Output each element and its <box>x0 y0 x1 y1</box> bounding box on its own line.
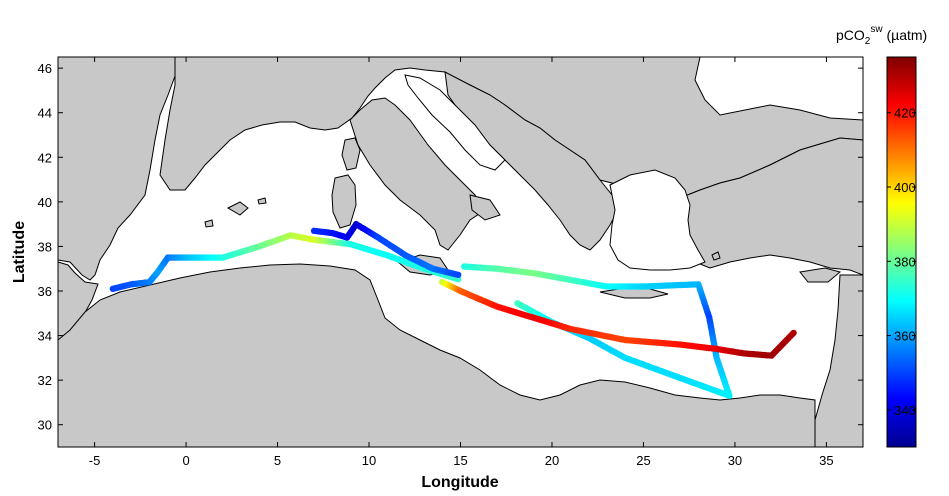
cruise-tracks <box>109 220 797 399</box>
track-1-point <box>455 276 462 283</box>
colorbar-tick-label: 360 <box>894 329 916 344</box>
y-tick-label: 44 <box>38 106 52 121</box>
y-axis-title: Latitude <box>11 221 28 283</box>
colorbar-title-unit: (µatm) <box>883 27 928 43</box>
x-tick-label: 15 <box>453 453 467 468</box>
colorbar-title-sub: 2 <box>865 36 871 47</box>
x-tick-label: 20 <box>545 453 559 468</box>
x-tick-label: 0 <box>182 453 189 468</box>
land-italy <box>349 97 486 251</box>
x-tick-label: 35 <box>819 453 833 468</box>
land-north-africa <box>58 263 816 447</box>
x-tick-label: 5 <box>274 453 281 468</box>
colorbar: 340 360 380 400 420 pCO2sw (µatm) <box>836 24 927 448</box>
x-tick-label: 25 <box>636 453 650 468</box>
x-axis: -5 0 5 10 15 20 25 30 35 <box>89 57 834 468</box>
sea-black-sea <box>694 57 863 121</box>
colorbar-title-main: pCO <box>836 27 865 43</box>
x-tick-label: 30 <box>728 453 742 468</box>
x-tick-label: 10 <box>362 453 376 468</box>
sea-aegean <box>609 169 706 271</box>
land-menorca <box>257 197 267 205</box>
sea-adriatic <box>404 74 506 171</box>
y-axis: 30 32 34 36 38 40 42 44 46 <box>38 61 863 433</box>
colorbar-title: pCO2sw (µatm) <box>836 24 927 47</box>
track-4-point <box>790 329 797 337</box>
y-tick-label: 30 <box>38 418 52 433</box>
land-ibiza <box>204 219 214 228</box>
colorbar-ticks: 340 360 380 400 420 <box>887 106 916 418</box>
land-levant <box>814 274 863 447</box>
colorbar-tick-label: 380 <box>894 254 916 269</box>
y-tick-label: 38 <box>38 239 52 254</box>
y-tick-label: 42 <box>38 150 52 165</box>
colorbar-tick-label: 420 <box>894 106 916 121</box>
land-cyprus <box>799 267 842 283</box>
y-tick-label: 32 <box>38 373 52 388</box>
x-axis-title: Longitude <box>421 474 498 491</box>
track-3-point <box>514 300 521 307</box>
land-corsica <box>341 137 361 171</box>
colorbar-gradient <box>886 56 917 448</box>
land-mallorca <box>226 201 249 216</box>
land-rhodes <box>711 251 721 261</box>
land-iberia <box>58 57 179 281</box>
y-tick-label: 34 <box>38 329 52 344</box>
track-2-point <box>455 271 462 278</box>
y-tick-label: 36 <box>38 284 52 299</box>
colorbar-title-sup: sw <box>870 24 883 35</box>
y-tick-label: 40 <box>38 195 52 210</box>
colorbar-tick-label: 400 <box>894 180 916 195</box>
colorbar-tick-label: 340 <box>894 403 916 418</box>
x-tick-label: -5 <box>89 453 101 468</box>
land-sardinia <box>331 174 357 229</box>
land-italy-heel <box>469 194 501 221</box>
y-tick-label: 46 <box>38 61 52 76</box>
